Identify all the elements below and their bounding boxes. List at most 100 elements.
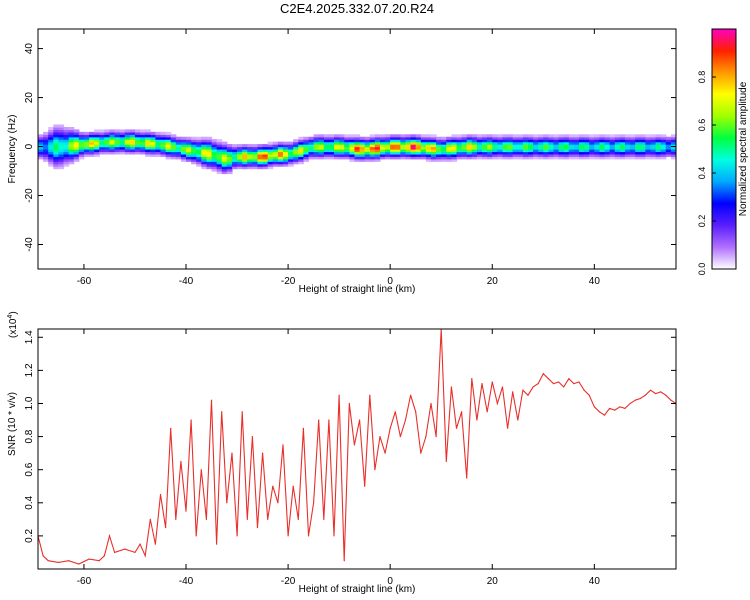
spectrogram-cell [48,141,54,145]
spectrogram-cell [150,139,156,143]
spectrogram-cell [420,134,427,138]
spectrogram-cell [379,144,386,148]
spectrogram-cell [242,153,248,157]
spectrogram-cell [609,151,616,155]
spectrogram-cell [303,156,310,160]
spectrogram-cell [165,149,172,153]
spectrogram-cell [170,139,177,143]
spectrogram-cell [441,136,447,140]
spectrogram-cell [83,136,90,140]
spectrogram-cell [385,141,391,145]
spectrogram-cell [53,163,60,167]
spectrogram-cell [282,146,289,150]
spectrogram-cell [379,146,386,150]
snr-data-point [261,452,264,454]
spectrogram-cell [665,149,672,153]
spectrogram-cell [119,141,126,145]
spectrogram-cell [293,161,299,165]
snr-scale-close: ) [8,311,19,314]
spectrogram-cell [216,146,223,150]
spectrogram-cell [395,144,401,148]
spectrogram-cell [206,146,213,150]
spectrogram-cell [38,151,44,155]
colorbar-gradient [711,28,737,270]
spectrogram-cell [517,146,524,150]
spectrogram-cell [165,131,172,135]
spectrogram-cell [43,131,49,135]
spectrogram-cell [58,129,65,133]
spectrogram-cell [573,144,580,148]
spectrogram-cell [670,156,676,160]
spectrogram-x-label: Height of straight line (km) [299,284,416,295]
spectrogram-cell [446,136,453,140]
spectrogram-cell [58,156,65,160]
spectrogram-cell [415,141,422,145]
spectrogram-cell [670,149,676,153]
spectrogram-cell [129,141,136,145]
y-tick-label: 1.4 [24,330,35,344]
spectrogram-cell [180,146,187,150]
spectrogram-cell [441,158,447,162]
spectrogram-cell [431,156,437,160]
spectrogram-cell [206,141,213,145]
spectrogram-cell [446,158,453,162]
spectrogram-cell [89,139,95,143]
spectrogram-cell [650,139,657,143]
spectrogram-cell [364,158,371,162]
spectrogram-cell [267,144,274,148]
spectrogram-cell [150,151,156,155]
spectrogram-cell [272,161,279,165]
spectrogram-cell [385,156,391,160]
spectrogram-cell [670,141,676,145]
spectrogram-cell [272,151,279,155]
spectrogram-cell [58,131,65,135]
spectrogram-cell [58,134,65,138]
spectrogram-cell [308,149,315,153]
spectrogram-cell [349,158,356,162]
spectrogram-cell [165,136,172,140]
spectrogram-cell [68,144,75,148]
spectrogram-cell [579,136,585,140]
spectrogram-cell [180,156,187,160]
spectrogram-cell [522,134,529,138]
spectrogram-cell [191,153,197,157]
spectrogram-cell [216,168,223,172]
spectrogram-cell [512,141,519,145]
spectrogram-cell [446,141,453,145]
spectrogram-cell [221,166,228,170]
spectrogram-cell [466,134,473,138]
spectrogram-cell [282,163,289,167]
snr-scale-factor: (x104) [7,311,19,338]
spectrogram-cell [410,149,417,153]
spectrogram-cell [140,144,146,148]
spectrogram-cell [425,141,432,145]
spectrogram-cell [323,156,330,160]
spectrogram-cell [548,156,555,160]
spectrogram-cell [89,144,95,148]
spectrogram-cell [349,151,356,155]
snr-data-point [435,435,437,438]
spectrogram-cell [456,156,463,160]
spectrogram-cell [471,136,478,140]
spectrogram-cell [614,144,621,148]
spectrogram-cell [104,134,111,138]
spectrogram-cell [221,144,228,148]
spectrogram-cell [196,163,202,167]
spectrogram-cell [186,141,192,145]
spectrogram-cell [568,153,575,157]
spectrogram-cell [226,158,233,162]
spectrogram-cell [196,141,202,145]
spectrogram-cell [145,149,151,153]
spectrogram-cell [175,144,182,148]
spectrogram-cell [446,139,453,143]
spectrogram-cell [43,146,49,150]
spectrogram-cell [655,134,662,138]
spectrogram-cell [134,136,141,140]
spectrogram-cell [446,144,453,148]
colorbar-tick-label: 0.4 [697,167,707,180]
spectrogram-cell [298,146,305,150]
spectrogram-cell [58,158,65,162]
spectrogram-cell [573,141,580,145]
spectrogram-cell [89,141,95,145]
spectrogram-cell [298,141,305,145]
